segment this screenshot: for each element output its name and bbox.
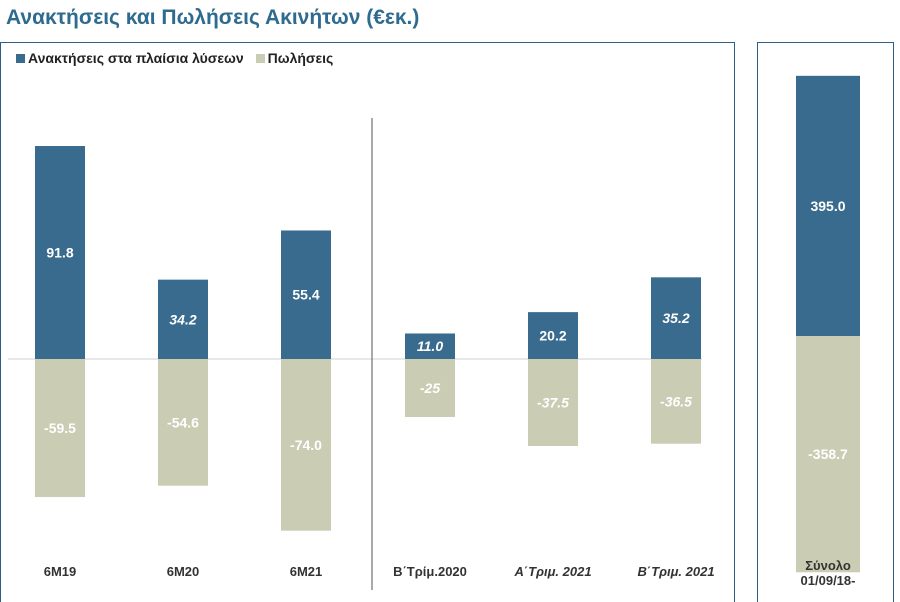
bar-acquisitions: [158, 279, 208, 359]
bar-acquisitions: [405, 333, 455, 359]
total-chart-frame: [757, 42, 894, 602]
category-label: Β΄Τρίμ.2020: [393, 564, 467, 579]
data-label-acquisitions: 34.2: [169, 311, 196, 327]
category-label: Σύνολο: [805, 558, 851, 573]
bar-acquisitions: [651, 277, 701, 359]
bar-sales: [281, 359, 331, 531]
bar-sales: [796, 336, 860, 573]
data-label-sales: -37.5: [537, 395, 569, 411]
legend: Ανακτήσεις στα πλαίσια λύσεων Πωλήσεις: [16, 50, 345, 66]
category-label: 6M21: [290, 564, 323, 579]
data-label-acquisitions: 395.0: [810, 198, 845, 214]
category-label: 6M20: [167, 564, 200, 579]
data-label-acquisitions: 91.8: [46, 245, 73, 261]
bar-sales: [651, 359, 701, 444]
data-label-sales: -36.5: [660, 393, 692, 409]
data-label-sales: -54.6: [167, 414, 199, 430]
data-label-acquisitions: 11.0: [417, 338, 443, 354]
bar-sales: [35, 359, 85, 498]
main-chart-frame: [0, 42, 735, 602]
data-label-sales: -74.0: [290, 437, 322, 453]
legend-label-acquisitions: Ανακτήσεις στα πλαίσια λύσεων: [28, 50, 244, 66]
category-label: Β΄Τριμ. 2021: [637, 564, 714, 579]
category-label: 6M19: [44, 564, 77, 579]
data-label-sales: -358.7: [808, 446, 848, 462]
legend-swatch-acquisitions: [16, 53, 25, 63]
legend-label-sales: Πωλήσεις: [267, 50, 334, 66]
bar-sales: [405, 359, 455, 417]
chart-title: Ανακτήσεις και Πωλήσεις Ακινήτων (€εκ.): [6, 6, 420, 29]
legend-item-sales: Πωλήσεις: [255, 50, 334, 66]
bar-sales: [158, 359, 208, 486]
bar-acquisitions: [35, 146, 85, 359]
data-label-sales: -59.5: [44, 420, 76, 436]
data-label-acquisitions: 55.4: [292, 287, 319, 303]
bar-acquisitions: [528, 312, 578, 359]
bar-acquisitions: [796, 75, 860, 336]
data-label-sales: -25: [420, 380, 440, 396]
bar-sales: [528, 359, 578, 446]
data-label-acquisitions: 20.2: [539, 328, 566, 344]
category-label: 01/09/18-: [801, 573, 856, 588]
category-label: Α΄Τριμ. 2021: [513, 564, 591, 579]
data-label-acquisitions: 35.2: [662, 310, 689, 326]
bar-acquisitions: [281, 230, 331, 359]
legend-item-acquisitions: Ανακτήσεις στα πλαίσια λύσεων: [16, 50, 244, 66]
legend-swatch-sales: [255, 53, 265, 63]
